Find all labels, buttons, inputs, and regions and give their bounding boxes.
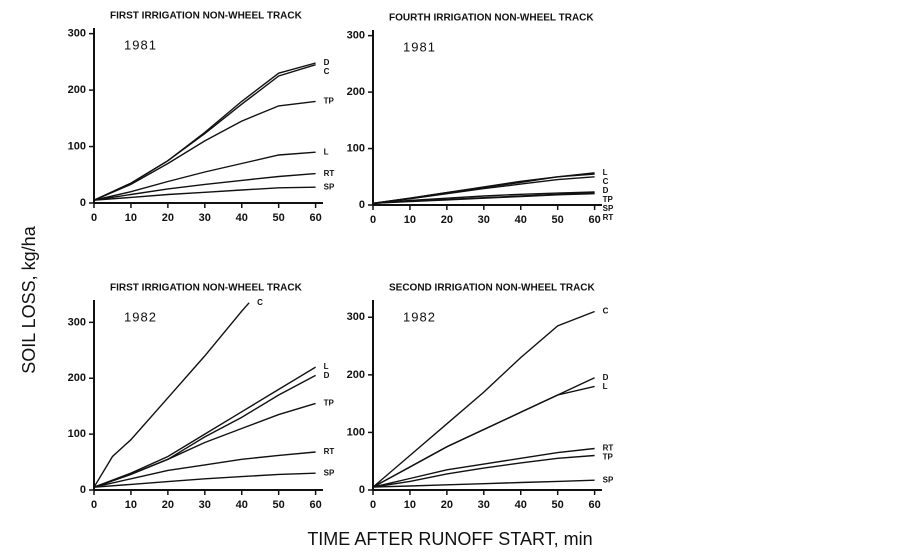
series-label: C (603, 177, 609, 186)
y-tick-label: 100 (68, 428, 86, 440)
y-tick-label: 100 (347, 142, 365, 154)
x-tick-label: 20 (162, 212, 174, 224)
x-tick-label: 10 (404, 499, 416, 511)
series-line (93, 402, 316, 488)
y-tick-label: 300 (347, 30, 365, 42)
series-line (93, 374, 316, 488)
x-tick-label: 0 (91, 212, 97, 224)
series-label: SP (603, 475, 614, 484)
x-tick-label: 60 (309, 212, 321, 224)
series-label: RT (324, 169, 335, 178)
y-tick-label: 0 (80, 484, 86, 496)
series-line (372, 479, 595, 488)
x-tick-label: 40 (515, 499, 527, 511)
y-tick-label: 300 (68, 28, 86, 40)
y-tick-label: 200 (68, 372, 86, 384)
series-label: D (324, 371, 330, 380)
series-line (372, 385, 595, 488)
x-axis-label: TIME AFTER RUNOFF START, min (307, 529, 592, 549)
series-label: C (257, 298, 263, 307)
x-tick-label: 10 (404, 214, 416, 226)
x-tick-label: 50 (273, 499, 285, 511)
series-label: D (603, 373, 609, 382)
y-tick-label: 200 (68, 84, 86, 96)
series-line (93, 366, 316, 488)
x-tick-label: 30 (478, 214, 490, 226)
y-tick-label: 200 (347, 369, 365, 381)
x-tick-label: 50 (552, 499, 564, 511)
y-axis-label: SOIL LOSS, kg/ha (19, 225, 39, 373)
y-tick-label: 0 (80, 197, 86, 209)
series-label: L (603, 382, 608, 391)
series-label: RT (324, 447, 335, 456)
x-tick-label: 60 (309, 499, 321, 511)
series-line (372, 454, 595, 488)
series-line (93, 186, 316, 201)
series-label: TP (324, 96, 335, 105)
panel-title: FIRST IRRIGATION NON-WHEEL TRACK (110, 283, 303, 294)
x-tick-label: 50 (273, 212, 285, 224)
x-tick-label: 0 (370, 499, 376, 511)
y-tick-label: 100 (347, 426, 365, 438)
series-line (93, 472, 316, 488)
series-label: RT (603, 444, 614, 453)
series-label: TP (603, 453, 614, 462)
series-label: C (324, 67, 330, 76)
panel-title: FIRST IRRIGATION NON-WHEEL TRACK (110, 11, 303, 22)
series-line (93, 302, 250, 488)
x-tick-label: 20 (441, 499, 453, 511)
series-label: L (603, 168, 608, 177)
series-label: L (324, 147, 329, 156)
series-label: SP (324, 468, 335, 477)
series-line (372, 447, 595, 488)
series-label: D (324, 58, 330, 67)
panel-annotation: 1982 (124, 309, 157, 324)
y-tick-label: 200 (347, 86, 365, 98)
x-tick-label: 0 (370, 214, 376, 226)
series-line (372, 176, 595, 204)
series-line (93, 451, 316, 488)
panel-annotation: 1981 (124, 37, 157, 52)
x-tick-label: 60 (588, 499, 600, 511)
panel-annotation: 1981 (403, 39, 436, 54)
x-tick-label: 50 (552, 214, 564, 226)
series-line (93, 62, 316, 201)
series-label: D (603, 186, 609, 195)
y-tick-label: 300 (68, 316, 86, 328)
series-label: SP (603, 204, 614, 213)
y-tick-label: 100 (68, 140, 86, 152)
x-tick-label: 40 (515, 214, 527, 226)
x-tick-label: 30 (199, 499, 211, 511)
series-line (93, 151, 316, 201)
series-line (93, 172, 316, 201)
y-tick-label: 300 (347, 311, 365, 323)
panel-annotation: 1982 (403, 309, 436, 324)
series-label: L (324, 362, 329, 371)
series-label: SP (324, 182, 335, 191)
series-label: TP (603, 195, 614, 204)
x-tick-label: 10 (125, 499, 137, 511)
x-tick-label: 30 (478, 499, 490, 511)
series-line (372, 310, 595, 488)
panel-title: SECOND IRRIGATION NON-WHEEL TRACK (389, 283, 596, 294)
series-label: RT (603, 213, 614, 222)
y-tick-label: 0 (359, 484, 365, 496)
series-line (93, 100, 316, 201)
x-tick-label: 40 (236, 212, 248, 224)
panel-title: FOURTH IRRIGATION NON-WHEEL TRACK (389, 13, 594, 24)
series-line (372, 193, 595, 204)
x-tick-label: 0 (91, 499, 97, 511)
x-tick-label: 10 (125, 212, 137, 224)
x-tick-label: 40 (236, 499, 248, 511)
y-tick-label: 0 (359, 199, 365, 211)
x-tick-label: 60 (588, 214, 600, 226)
x-tick-label: 30 (199, 212, 211, 224)
x-tick-label: 20 (162, 499, 174, 511)
series-line (93, 64, 316, 201)
series-label: TP (324, 398, 335, 407)
series-label: C (603, 307, 609, 316)
x-tick-label: 20 (441, 214, 453, 226)
